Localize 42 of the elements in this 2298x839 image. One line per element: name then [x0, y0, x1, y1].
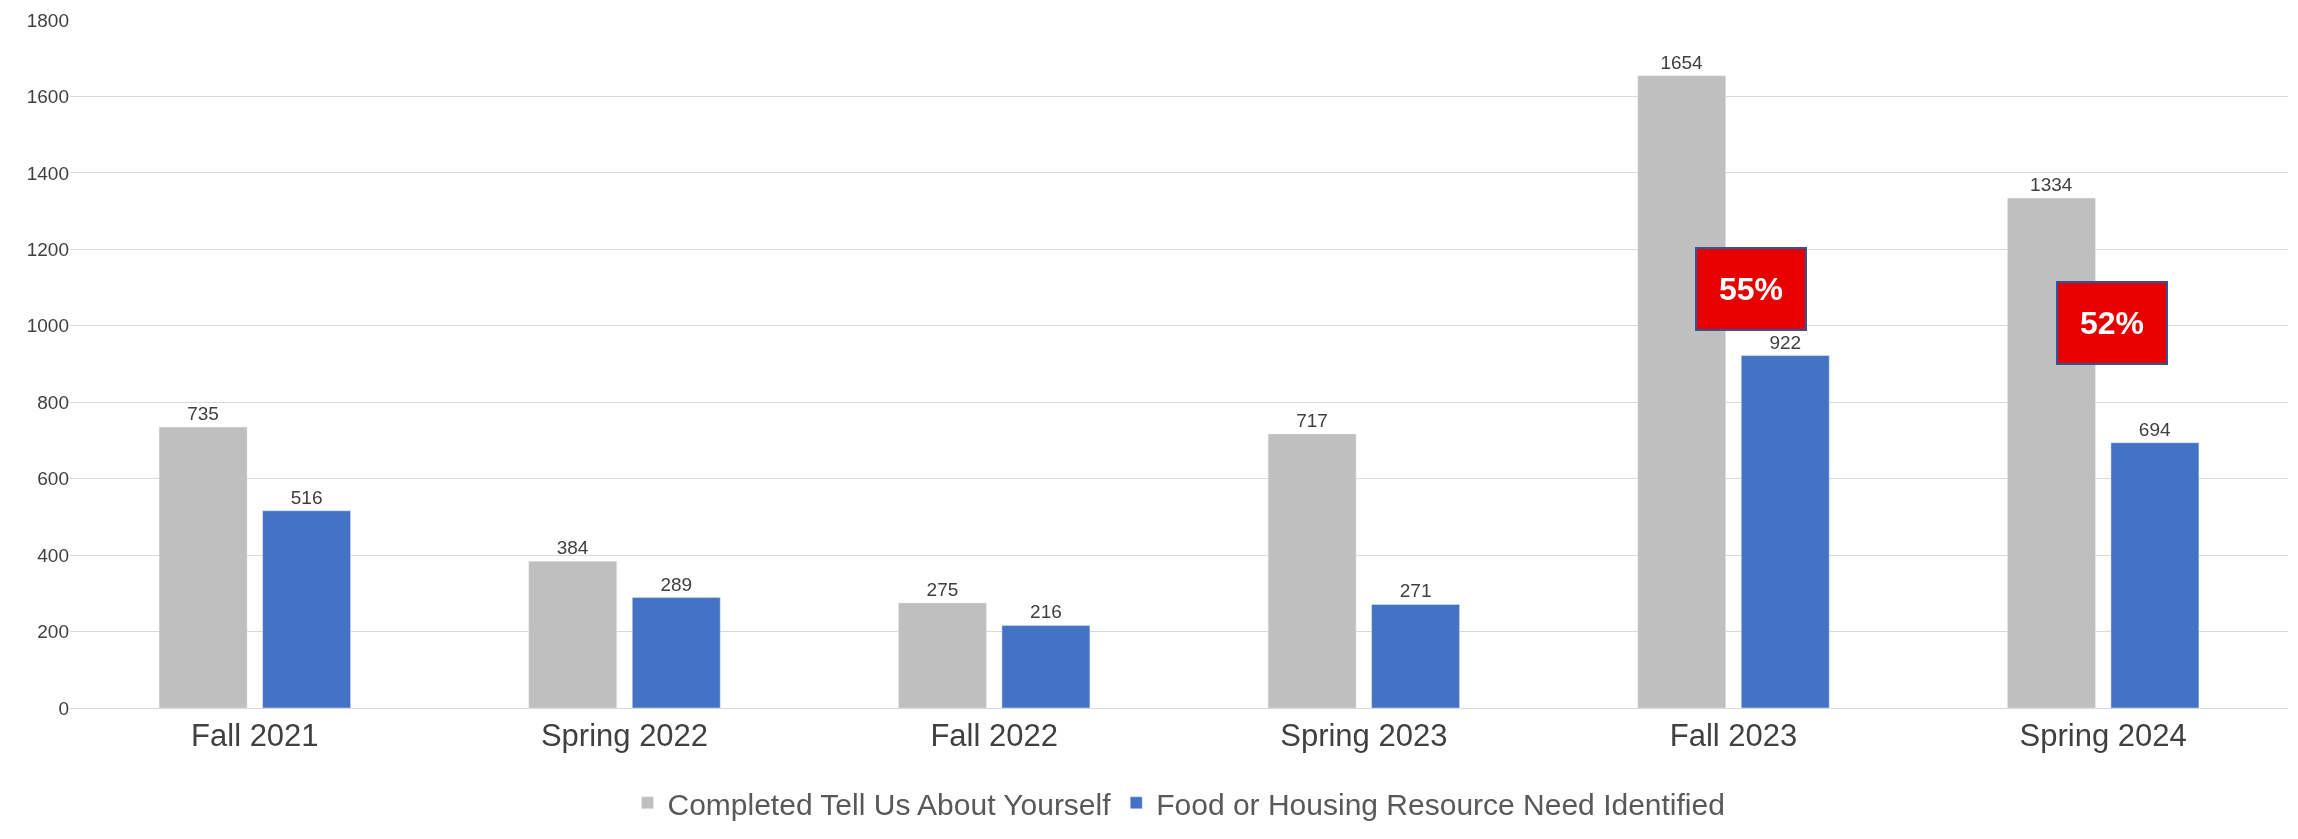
data-label: 271: [1399, 580, 1432, 602]
x-tick-label: Fall 2022: [930, 718, 1058, 754]
x-tick-label: Fall 2023: [1669, 718, 1798, 754]
bar: [158, 426, 248, 708]
data-label: 717: [1296, 409, 1328, 431]
data-label: 384: [556, 537, 589, 559]
data-label: 922: [1769, 331, 1802, 353]
bar: [528, 560, 617, 708]
bar: [1001, 625, 1091, 708]
data-label: 275: [926, 578, 959, 600]
y-tick-label: 200: [37, 621, 69, 643]
bar: [1741, 355, 1830, 708]
y-tick-label: 1800: [26, 9, 69, 31]
y-tick-label: 1200: [26, 238, 69, 260]
y-tick-label: 1000: [26, 315, 69, 337]
data-label: 1654: [1660, 51, 1704, 73]
data-label: 289: [660, 573, 693, 595]
x-tick-label: Fall 2021: [191, 718, 319, 754]
annotation: 55%: [1719, 271, 1784, 307]
x-tick-label: Spring 2023: [1280, 718, 1448, 754]
annotation: 52%: [2080, 305, 2145, 341]
x-tick-label: Spring 2024: [2019, 718, 2187, 754]
data-label: 735: [187, 403, 219, 425]
legend-label: Completed Tell Us About Yourself: [667, 787, 1112, 821]
y-tick-label: 600: [37, 468, 69, 490]
x-tick-label: Spring 2022: [540, 718, 709, 754]
y-tick-label: 800: [37, 391, 69, 413]
bar: [898, 602, 987, 708]
bar: [262, 510, 351, 708]
data-label: 216: [1030, 601, 1062, 623]
data-label: 1334: [2030, 174, 2073, 196]
legend-label: Food or Housing Resource Need Identified: [1156, 787, 1725, 821]
y-tick-label: 1400: [26, 162, 69, 184]
data-label: 694: [2138, 418, 2171, 440]
bar: [2110, 442, 2200, 708]
bar: [1371, 604, 1460, 708]
bar: [1267, 433, 1357, 708]
y-tick-label: 400: [37, 544, 69, 566]
y-tick-label: 1600: [26, 86, 69, 108]
bar: [632, 597, 721, 708]
y-tick-label: 0: [58, 697, 69, 719]
data-label: 516: [290, 486, 323, 508]
